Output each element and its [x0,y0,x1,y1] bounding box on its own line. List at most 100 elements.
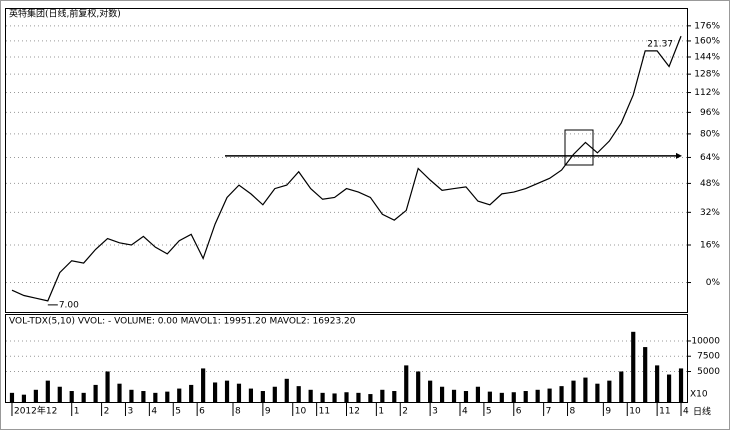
x-tick-label: 4 [151,407,157,417]
x-tick-label: 1 [74,407,80,417]
highlight-box [564,129,594,166]
volume-bar [595,383,600,402]
chart-title: 英特集团(日线,前复权,对数) [9,8,121,20]
volume-bar [451,389,457,402]
unit-label: X10 [690,390,708,400]
volume-bar [392,391,397,402]
volume-bar [296,386,301,402]
x-tick-label: 3 [432,407,438,417]
period-label: 日线 [693,406,711,418]
volume-bar [117,383,122,402]
volume-bar [201,368,206,402]
volume-bar [344,392,349,402]
volume-bar [21,394,27,402]
x-tick-label: 6 [199,407,205,417]
volume-bar [535,389,540,402]
volume-bar [332,393,337,402]
volume-bar [308,389,313,402]
y-tick-label: 96% [700,108,720,118]
volume-bar [260,391,265,402]
volume-bar [583,377,588,402]
x-tick-label: 2 [402,407,408,417]
volume-bar [81,392,86,402]
y-tick-label: 80% [700,129,720,139]
volume-bar [678,368,684,402]
volume-bar [571,380,576,402]
y-tick-label: 16% [700,241,720,251]
volume-bar [643,347,648,402]
x-tick-label: 3 [127,407,133,417]
volume-bar [248,388,254,402]
y-tick-label: 128% [694,70,720,80]
x-tick-label: 8 [235,407,241,417]
y-tick-label: 0% [706,278,721,288]
volume-bar [428,380,433,402]
volume-bar [356,392,361,402]
volume-bar [33,389,38,402]
y-tick-label: 32% [700,208,720,218]
volume-bar [559,386,564,402]
volume-bar [284,378,289,402]
volume-bar [499,392,504,402]
volume-bar [189,384,194,402]
x-tick-label: 7 [546,407,552,417]
volume-bar [619,371,624,402]
volume-bar [9,392,15,402]
volume-bar [93,384,98,402]
x-tick-label: 10 [295,407,307,417]
y-tick-label: 7500 [697,352,720,362]
volume-bar [45,380,50,402]
y-tick-label: 144% [694,52,720,62]
volume-bar [105,371,110,402]
volume-bar [224,380,230,402]
volume-bar [320,392,325,402]
volume-bar [212,382,218,402]
y-tick-label: 160% [694,36,720,46]
volume-bar [416,371,421,402]
x-tick-label: 1 [378,407,384,417]
x-tick-label: 9 [605,407,611,417]
volume-bar [368,394,373,402]
volume-bar [523,391,528,402]
x-tick-label: 8 [570,407,576,417]
low-label: 7.00 [59,300,79,310]
y-tick-label: 5000 [697,367,720,377]
volume-bar [666,374,672,402]
volume-bar [177,388,182,402]
x-tick-label: 10 [629,407,641,417]
price-line [11,35,682,302]
volume-bar [655,365,660,402]
x-tick-label: 4 [683,407,689,417]
level-arrow [676,152,682,159]
x-tick-label: 11 [319,407,330,417]
volume-bar [165,391,170,402]
y-tick-label: 10000 [691,336,720,346]
high-label: 21.37 [647,40,673,50]
y-tick-label: 48% [700,179,720,189]
volume-bar [511,392,516,402]
volume-bar [404,365,409,402]
x-tick-label: 2 [104,407,110,417]
y-tick-label: 176% [694,21,720,31]
volume-bar [607,380,612,402]
volume-bar [129,389,134,402]
volume-bar [487,391,492,402]
x-tick-label: 12 [349,407,360,417]
volume-bar [631,331,636,402]
x-tick-label: 2012年12 [14,405,57,417]
x-tick-label: 6 [516,407,522,417]
volume-bar [141,391,146,402]
volume-bar [236,383,242,402]
x-tick-label: 5 [175,407,181,417]
x-tick-label: 9 [265,407,271,417]
x-tick-label: 11 [659,407,670,417]
y-tick-label: 112% [694,88,720,98]
volume-bar [380,389,385,402]
volume-bar [463,391,469,402]
volume-header: VOL-TDX(5,10) VVOL: - VOLUME: 0.00 MAVOL… [9,317,356,327]
volume-bar [57,386,62,402]
volume-bar [547,388,552,402]
x-tick-label: 4 [462,407,468,417]
